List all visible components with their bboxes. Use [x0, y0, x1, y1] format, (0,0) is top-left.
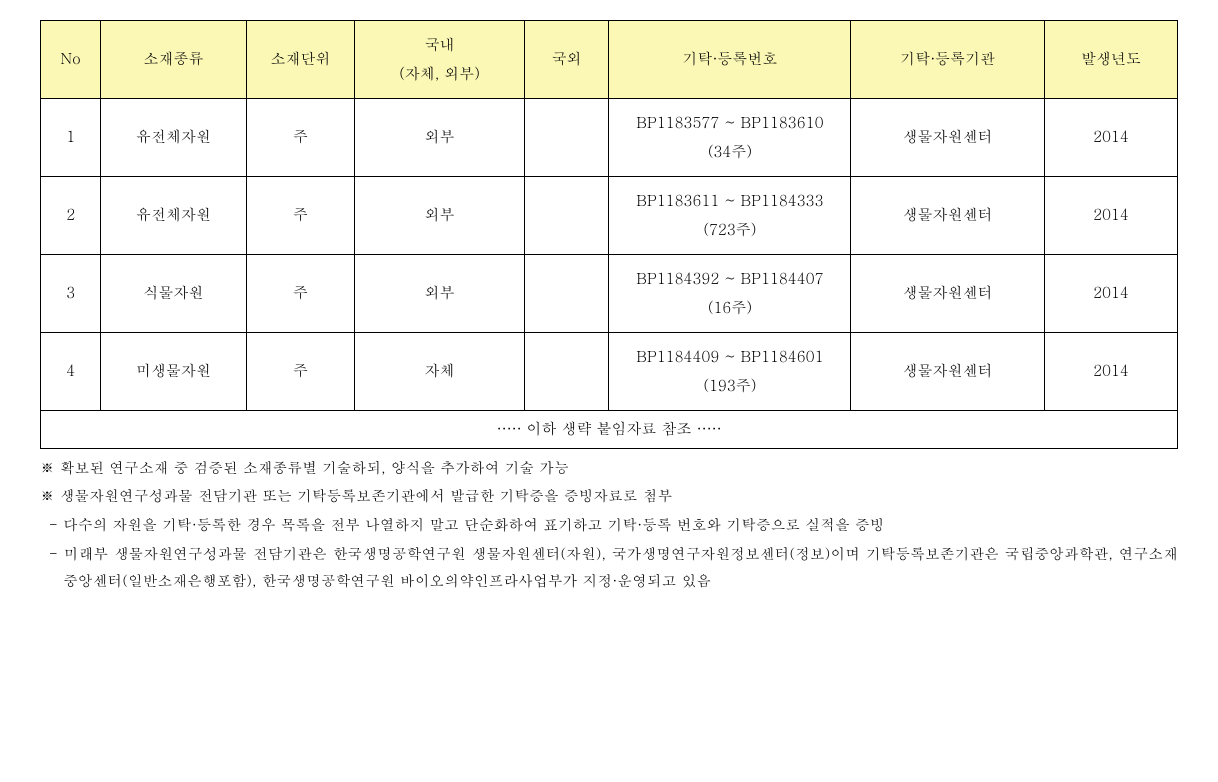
- cell-unit: 주: [246, 255, 355, 333]
- cell-org: 생물자원센터: [851, 255, 1045, 333]
- cell-reg: BP1184409 ~ BP1184601 (193주): [609, 333, 851, 411]
- cell-dom: 외부: [355, 255, 524, 333]
- col-for: 국외: [524, 21, 609, 99]
- col-no: No: [41, 21, 101, 99]
- cell-dom: 외부: [355, 177, 524, 255]
- cell-org: 생물자원센터: [851, 333, 1045, 411]
- cell-reg: BP1184392 ~ BP1184407 (16주): [609, 255, 851, 333]
- table-row: 3 식물자원 주 외부 BP1184392 ~ BP1184407 (16주) …: [41, 255, 1178, 333]
- col-dom: 국내(자체, 외부): [355, 21, 524, 99]
- cell-reg: BP1183611 ~ BP1184333 (723주): [609, 177, 851, 255]
- cell-no: 2: [41, 177, 101, 255]
- cell-type: 미생물자원: [101, 333, 246, 411]
- cell-org: 생물자원센터: [851, 99, 1045, 177]
- note-star-1: ※ 확보된 연구소재 중 검증된 소재종류별 기술하되, 양식을 추가하여 기술…: [40, 455, 1178, 482]
- cell-no: 3: [41, 255, 101, 333]
- col-year: 발생년도: [1044, 21, 1177, 99]
- resource-table: No 소재종류 소재단위 국내(자체, 외부) 국외 기탁·등록번호 기탁·등록…: [40, 20, 1178, 449]
- cell-dom: 자체: [355, 333, 524, 411]
- cell-type: 유전체자원: [101, 99, 246, 177]
- cell-for: [524, 333, 609, 411]
- notes-block: ※ 확보된 연구소재 중 검증된 소재종류별 기술하되, 양식을 추가하여 기술…: [40, 455, 1178, 595]
- col-org: 기탁·등록기관: [851, 21, 1045, 99]
- table-footer-row: ····· 이하 생략 붙임자료 참조 ·····: [41, 411, 1178, 449]
- note-star-2: ※ 생물자원연구성과물 전담기관 또는 기탁등록보존기관에서 발급한 기탁증을 …: [40, 483, 1178, 510]
- note-dash-2: - 미래부 생물자원연구성과물 전담기관은 한국생명공학연구원 생물자원센터(자…: [40, 541, 1178, 595]
- note-dash-1: - 다수의 자원을 기탁·등록한 경우 목록을 전부 나열하지 말고 단순화하여…: [40, 512, 1178, 539]
- col-unit: 소재단위: [246, 21, 355, 99]
- cell-year: 2014: [1044, 333, 1177, 411]
- col-reg: 기탁·등록번호: [609, 21, 851, 99]
- table-row: 1 유전체자원 주 외부 BP1183577 ~ BP1183610 (34주)…: [41, 99, 1178, 177]
- table-body: 1 유전체자원 주 외부 BP1183577 ~ BP1183610 (34주)…: [41, 99, 1178, 449]
- col-type: 소재종류: [101, 21, 246, 99]
- cell-unit: 주: [246, 99, 355, 177]
- cell-for: [524, 99, 609, 177]
- cell-no: 4: [41, 333, 101, 411]
- cell-year: 2014: [1044, 255, 1177, 333]
- cell-org: 생물자원센터: [851, 177, 1045, 255]
- table-footer-text: ····· 이하 생략 붙임자료 참조 ·····: [41, 411, 1178, 449]
- cell-for: [524, 255, 609, 333]
- cell-reg: BP1183577 ~ BP1183610 (34주): [609, 99, 851, 177]
- cell-for: [524, 177, 609, 255]
- table-row: 2 유전체자원 주 외부 BP1183611 ~ BP1184333 (723주…: [41, 177, 1178, 255]
- cell-unit: 주: [246, 333, 355, 411]
- cell-type: 유전체자원: [101, 177, 246, 255]
- cell-dom: 외부: [355, 99, 524, 177]
- cell-type: 식물자원: [101, 255, 246, 333]
- cell-no: 1: [41, 99, 101, 177]
- cell-unit: 주: [246, 177, 355, 255]
- table-header: No 소재종류 소재단위 국내(자체, 외부) 국외 기탁·등록번호 기탁·등록…: [41, 21, 1178, 99]
- cell-year: 2014: [1044, 99, 1177, 177]
- table-row: 4 미생물자원 주 자체 BP1184409 ~ BP1184601 (193주…: [41, 333, 1178, 411]
- cell-year: 2014: [1044, 177, 1177, 255]
